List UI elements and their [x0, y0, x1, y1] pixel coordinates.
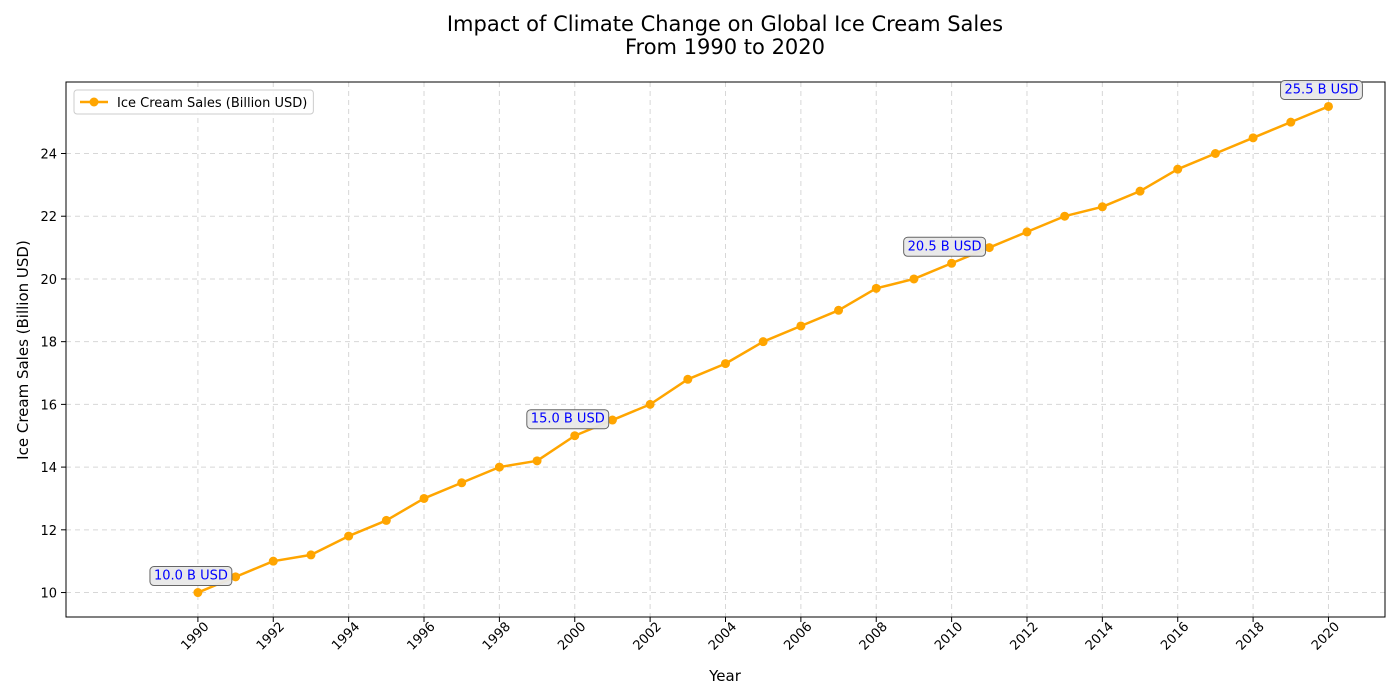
- x-tick-label: 1992: [254, 620, 288, 654]
- data-point: [532, 456, 542, 466]
- series-layer: [193, 101, 1333, 598]
- data-point: [193, 588, 203, 598]
- y-tick-label: 24: [40, 148, 57, 163]
- x-tick-label: 2014: [1083, 620, 1117, 654]
- x-tick-label: 2008: [857, 620, 891, 654]
- x-tick-label: 2018: [1234, 620, 1268, 654]
- data-point: [984, 243, 994, 253]
- annotation-box: [526, 409, 610, 430]
- data-point: [1060, 211, 1070, 221]
- data-point: [871, 283, 881, 293]
- legend-label: Ice Cream Sales (Billion USD): [117, 96, 307, 111]
- data-point: [306, 550, 316, 560]
- x-tick-label: 2012: [1008, 620, 1042, 654]
- x-axis-label: Year: [708, 667, 742, 685]
- data-point: [721, 359, 730, 369]
- chart-title-line-2: From 1990 to 2020: [625, 35, 825, 59]
- legend-box: [73, 89, 314, 115]
- annotation-box: [1280, 79, 1363, 100]
- y-tick-label: 20: [40, 273, 57, 288]
- y-axis-label: Ice Cream Sales (Billion USD): [14, 240, 32, 460]
- data-point: [344, 531, 354, 541]
- legend: Ice Cream Sales (Billion USD): [73, 89, 314, 115]
- chart-title-line-1: Impact of Climate Change on Global Ice C…: [447, 12, 1003, 36]
- data-point: [457, 478, 467, 488]
- data-point: [796, 321, 806, 331]
- x-tick-label: 2000: [555, 620, 589, 654]
- data-point: [570, 431, 580, 441]
- y-tick-label: 14: [40, 461, 57, 476]
- data-point: [909, 274, 919, 284]
- annotation-label: 25.5 B USD: [1285, 82, 1359, 97]
- x-tick-label: 2004: [706, 620, 740, 654]
- annotation: 15.0 B USD: [526, 409, 610, 430]
- data-point: [419, 493, 429, 503]
- annotation-label: 15.0 B USD: [531, 412, 605, 427]
- annotation-label: 10.0 B USD: [154, 569, 228, 584]
- annotation: 25.5 B USD: [1280, 79, 1363, 100]
- annotation: 10.0 B USD: [149, 566, 233, 587]
- data-point: [494, 462, 504, 472]
- data-point: [683, 374, 693, 384]
- x-tick-label: 2016: [1158, 620, 1192, 654]
- y-tick-label: 10: [40, 587, 57, 602]
- x-tick-label: 1994: [329, 620, 363, 654]
- x-tick-label: 1990: [178, 620, 212, 654]
- annotation-box: [903, 236, 987, 257]
- data-point: [758, 337, 768, 347]
- y-tick-label: 12: [40, 524, 57, 539]
- data-point: [607, 415, 617, 425]
- data-point: [1323, 101, 1333, 111]
- annotation: 20.5 B USD: [903, 236, 987, 257]
- data-point: [947, 258, 957, 268]
- x-tick-label: 2010: [932, 620, 966, 654]
- data-point: [268, 556, 278, 566]
- legend-marker: [89, 97, 99, 107]
- grid: [66, 82, 1385, 617]
- series-line: [197, 105, 1329, 594]
- annotation-box: [149, 566, 233, 587]
- x-tick-label: 2002: [631, 620, 665, 654]
- y-tick-label: 22: [40, 210, 57, 225]
- y-tick-label: 18: [40, 336, 57, 351]
- data-point: [834, 305, 844, 315]
- x-tick-label: 2020: [1309, 620, 1343, 654]
- y-tick-label: 16: [40, 398, 57, 413]
- data-point: [1286, 117, 1296, 127]
- x-tick-label: 1998: [480, 620, 514, 654]
- data-point: [231, 572, 241, 582]
- annotations: 10.0 B USD 15.0 B USD 20.5 B USD 25.5 B USD: [149, 79, 1363, 587]
- data-point: [381, 515, 391, 525]
- data-point: [1173, 164, 1183, 174]
- annotation-label: 20.5 B USD: [908, 239, 982, 254]
- data-point: [1022, 227, 1032, 237]
- x-tick-label: 1996: [405, 620, 439, 654]
- data-point: [1097, 202, 1107, 212]
- data-point: [1135, 186, 1145, 196]
- data-point: [645, 399, 655, 409]
- data-point: [1248, 133, 1258, 143]
- data-point: [1210, 149, 1220, 159]
- x-tick-label: 2006: [781, 620, 815, 654]
